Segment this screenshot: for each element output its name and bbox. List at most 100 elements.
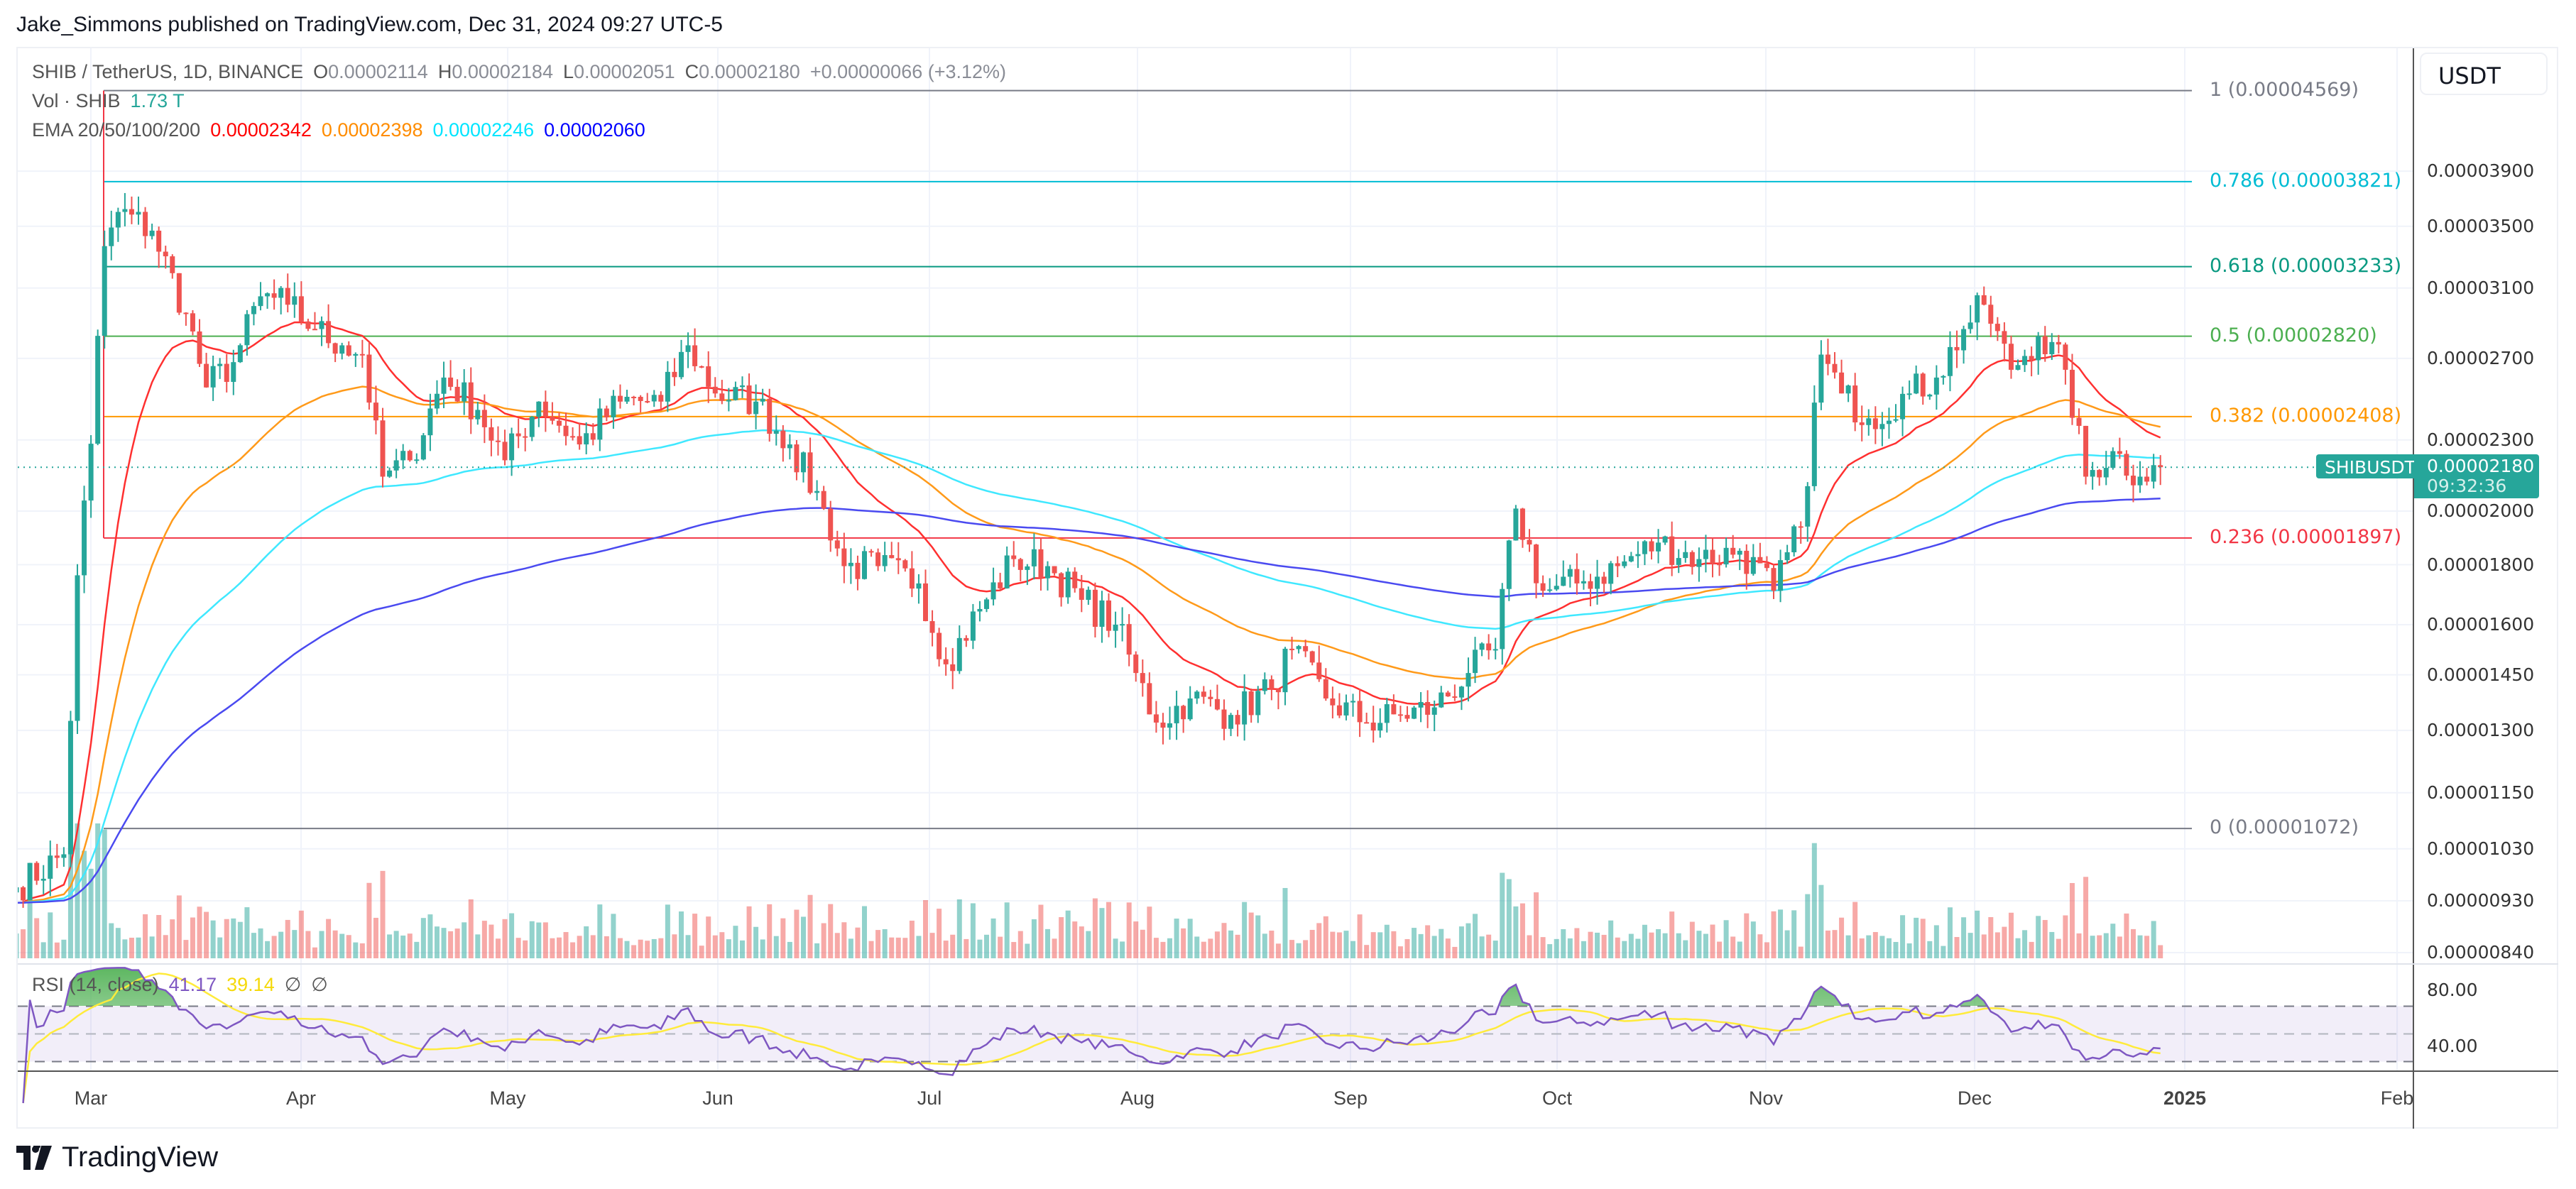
candle-body	[828, 508, 834, 541]
volume-bar	[902, 938, 908, 958]
fib-retracement[interactable]	[103, 89, 2192, 830]
candle-body	[699, 366, 704, 368]
volume-bar	[441, 928, 447, 958]
volume-bar	[2049, 931, 2055, 958]
volume-bar	[590, 935, 596, 958]
candle-body	[868, 551, 874, 553]
tradingview-logo[interactable]: TradingView	[16, 1141, 218, 1173]
time-tick: 2025	[2163, 1087, 2207, 1109]
candle-body	[1534, 544, 1539, 583]
rsi-legend[interactable]: RSI (14, close) 41.17 39.14 ∅ ∅	[32, 974, 338, 996]
candle-body	[604, 408, 609, 417]
candle-body	[1174, 706, 1179, 723]
volume-bar	[462, 922, 467, 958]
volume-bar	[454, 928, 460, 958]
candle-body	[278, 287, 284, 298]
volume-bar	[1683, 940, 1688, 958]
volume-bar	[475, 934, 481, 958]
rsi-ma-value: 39.14	[227, 974, 275, 995]
volume-bar	[1818, 884, 1824, 958]
candle-body	[1547, 589, 1553, 591]
volume-bar	[1221, 923, 1227, 958]
volume-bar	[400, 935, 406, 958]
candle-body	[902, 560, 908, 569]
volume-bar	[638, 939, 643, 958]
candle-body	[265, 293, 271, 297]
volume-bar	[346, 935, 351, 958]
candle-body	[1126, 624, 1132, 655]
rsi-line	[22, 967, 2161, 1104]
candle-body	[1004, 555, 1010, 588]
volume-bar	[1404, 938, 1410, 958]
volume-bar	[434, 926, 440, 958]
candle-body	[2090, 470, 2095, 477]
volume-bar	[529, 921, 535, 958]
candle-body	[1581, 581, 1586, 583]
candle-body	[1839, 372, 1845, 394]
volume-bar	[1676, 933, 1681, 958]
volume-bar	[1309, 929, 1315, 958]
volume-bar	[570, 942, 576, 958]
candle-body	[624, 396, 630, 402]
rsi-pane[interactable]	[18, 967, 2413, 1104]
volume-bar	[1893, 941, 1899, 958]
volume-bar	[1242, 902, 1248, 958]
volume-bar	[285, 919, 290, 958]
volume-legend[interactable]: Vol · SHIB 1.73 T	[32, 90, 195, 112]
candle-body	[570, 436, 576, 438]
candle-body	[2103, 468, 2109, 478]
candle-body	[706, 366, 711, 387]
volume-bar	[767, 904, 773, 958]
volume-bar	[393, 931, 399, 958]
volume-bar	[1642, 924, 1647, 958]
volume-bar	[800, 916, 806, 958]
candle-body	[1798, 526, 1803, 528]
candle-body	[2130, 476, 2136, 486]
volume-bar	[1187, 919, 1193, 958]
candle-body	[923, 583, 929, 621]
volume-bar	[1791, 910, 1797, 958]
candle-body	[359, 354, 365, 356]
candle-body	[1662, 536, 1668, 543]
volume-bar	[332, 930, 338, 958]
volume-bar	[1968, 933, 1973, 958]
volume-bar	[1798, 946, 1803, 958]
candle-body	[794, 444, 799, 473]
symbol-title[interactable]: SHIB / TetherUS, 1D, BINANCE	[32, 61, 304, 82]
ema-lines	[18, 321, 2161, 904]
volume-bar	[937, 909, 942, 958]
fib-level-label: 0.5 (0.00002820)	[2210, 324, 2377, 346]
candle-body	[1947, 346, 1953, 376]
currency-button[interactable]: USDT	[2420, 53, 2548, 95]
candle-body	[889, 554, 895, 559]
volume-bar	[1167, 938, 1173, 958]
candle-body	[1167, 723, 1173, 728]
volume-bar	[773, 936, 779, 958]
fib-level-label: 0.382 (0.00002408)	[2210, 404, 2402, 427]
ema50-value: 0.00002398	[321, 119, 423, 141]
candle-body	[1737, 550, 1742, 555]
volume-bar	[1859, 938, 1865, 958]
candle-body	[542, 401, 548, 417]
volume-bar	[733, 926, 738, 958]
candle-body	[1886, 420, 1892, 424]
candle-body	[298, 296, 304, 322]
candle-body	[129, 209, 134, 215]
rsi-label: RSI (14, close)	[32, 974, 159, 995]
symbol-price-tag: SHIBUSDT	[2316, 454, 2424, 478]
candle-body	[1323, 679, 1328, 698]
candle-body	[1384, 704, 1390, 723]
ohlc-change: +0.00000066 (+3.12%)	[809, 61, 1007, 82]
candle-body	[2069, 369, 2075, 418]
candle-body	[454, 386, 460, 402]
candle-body	[1479, 643, 1485, 650]
candle-body	[271, 293, 277, 298]
ema-legend[interactable]: EMA 20/50/100/200 0.00002342 0.00002398 0.0…	[32, 119, 655, 141]
candle-body	[373, 402, 378, 421]
candle-body	[1941, 376, 1946, 378]
volume-bar	[984, 934, 990, 958]
candle-body	[1187, 698, 1193, 720]
candle-body	[855, 562, 861, 579]
candle-body	[34, 862, 40, 881]
